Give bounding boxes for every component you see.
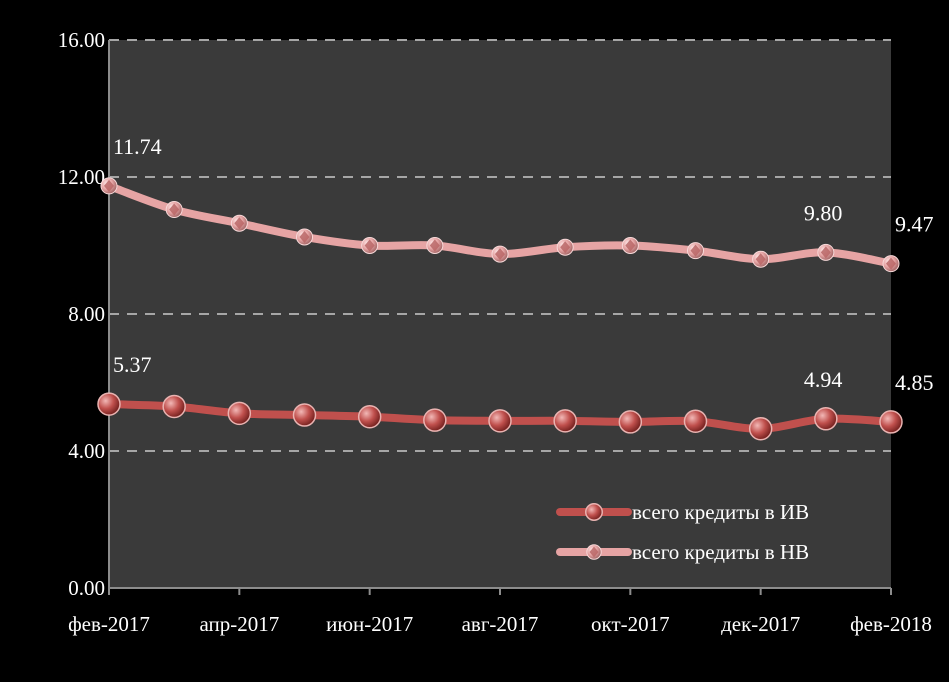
data-label: 9.47 [895,212,934,237]
legend-label-1: всего кредиты в ИВ [632,500,809,524]
data-point-series-2-diamond [429,239,440,252]
y-tick-label: 12.00 [58,165,105,189]
data-labels: 5.37 4.94 4.85 11.74 9.80 9.47 [113,134,934,395]
legend: всего кредиты в ИВ всего кредиты в НВ [556,500,809,564]
data-point-series-2-diamond [755,253,766,266]
data-label: 4.94 [804,367,843,392]
x-tick-label: окт-2017 [591,612,670,636]
data-point-series-1 [162,394,186,419]
series-layer [97,177,903,441]
data-point-series-1 [748,416,773,441]
data-point-series-1 [618,410,643,434]
x-tick-label: фев-2018 [850,612,932,636]
data-label: 9.80 [804,200,843,225]
data-point-series-2-diamond [299,230,310,243]
data-point-series-1 [227,401,252,426]
data-point-series-2-diamond [690,244,701,257]
x-tick-label: июн-2017 [326,612,413,636]
x-tick-label: апр-2017 [199,612,279,636]
data-point-series-2-diamond [104,179,114,192]
data-point-series-1 [683,409,708,433]
legend-marker-2-diamond [589,546,599,558]
data-point-series-1 [814,407,838,431]
data-point-series-2-diamond [364,239,375,252]
x-tick-label: фев-2017 [68,612,150,636]
data-point-series-2-diamond [560,241,571,254]
x-tick-label: авг-2017 [462,612,539,636]
data-label: 4.85 [895,370,934,395]
y-tick-label: 8.00 [68,302,105,326]
legend-label-2: всего кредиты в НВ [632,540,809,564]
legend-marker-1 [585,503,603,521]
data-point-series-2-diamond [234,217,245,230]
y-tick-label: 4.00 [68,439,105,463]
data-point-series-1 [97,392,121,416]
data-point-series-2-diamond [886,257,896,270]
data-point-series-1 [488,409,512,433]
data-point-series-2-diamond [625,239,636,252]
data-point-series-2-diamond [495,248,505,261]
data-point-series-1 [553,409,577,433]
data-label: 11.74 [113,134,162,159]
data-point-series-1 [357,405,382,429]
data-point-series-1 [292,403,317,427]
axes: 0.00 4.00 8.00 12.00 16.00 фев-2017 апр-2017 ию… [58,28,932,636]
grid-lines [109,39,891,452]
data-point-series-2-diamond [820,246,831,259]
y-tick-label: 0.00 [68,576,105,600]
data-label: 5.37 [113,352,152,377]
y-tick-label: 16.00 [58,28,105,52]
x-tick-label: дек-2017 [721,612,800,636]
data-point-series-1 [879,410,903,434]
data-point-series-1 [423,408,447,432]
data-point-series-2-diamond [169,203,180,216]
